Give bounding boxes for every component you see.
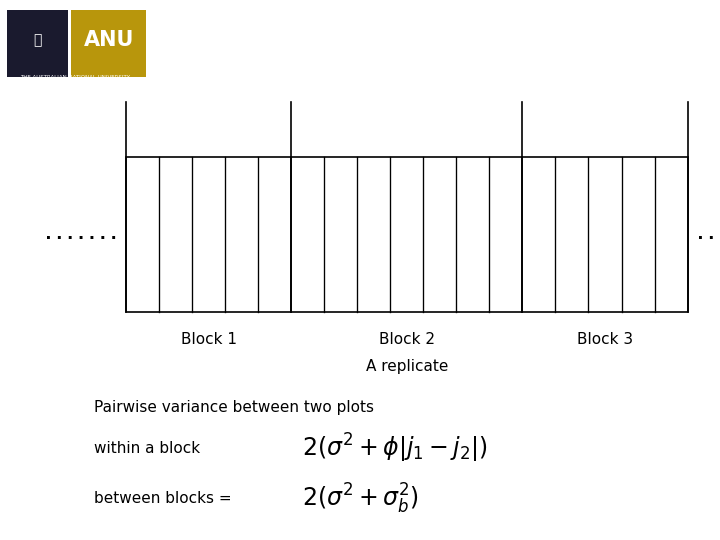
- Text: .......: .......: [42, 225, 119, 244]
- Bar: [71, 10, 146, 77]
- Text: THE AUSTRALIAN NATIONAL UNIVERSITY: THE AUSTRALIAN NATIONAL UNIVERSITY: [20, 76, 130, 80]
- Text: $2(\sigma^2 + \sigma_b^2)$: $2(\sigma^2 + \sigma_b^2)$: [302, 482, 420, 516]
- Text: Block 3: Block 3: [577, 332, 633, 347]
- Text: A replicate: A replicate: [366, 359, 448, 374]
- Bar: [7, 10, 68, 77]
- Text: $2(\sigma^2 + \phi|j_1 - j_2|)$: $2(\sigma^2 + \phi|j_1 - j_2|)$: [302, 432, 488, 465]
- Text: .......: .......: [695, 225, 720, 244]
- Text: Linear Variance plus Incomplete
Block Model: Linear Variance plus Incomplete Block Mo…: [193, 11, 671, 69]
- Text: within a block: within a block: [94, 441, 199, 456]
- Text: 🎓: 🎓: [33, 33, 42, 47]
- Text: Pairwise variance between two plots: Pairwise variance between two plots: [94, 400, 374, 415]
- Text: Block 1: Block 1: [181, 332, 237, 347]
- Text: Block 2: Block 2: [379, 332, 435, 347]
- Bar: [126, 157, 688, 312]
- Text: between blocks =: between blocks =: [94, 491, 231, 507]
- Text: ANU: ANU: [84, 30, 135, 50]
